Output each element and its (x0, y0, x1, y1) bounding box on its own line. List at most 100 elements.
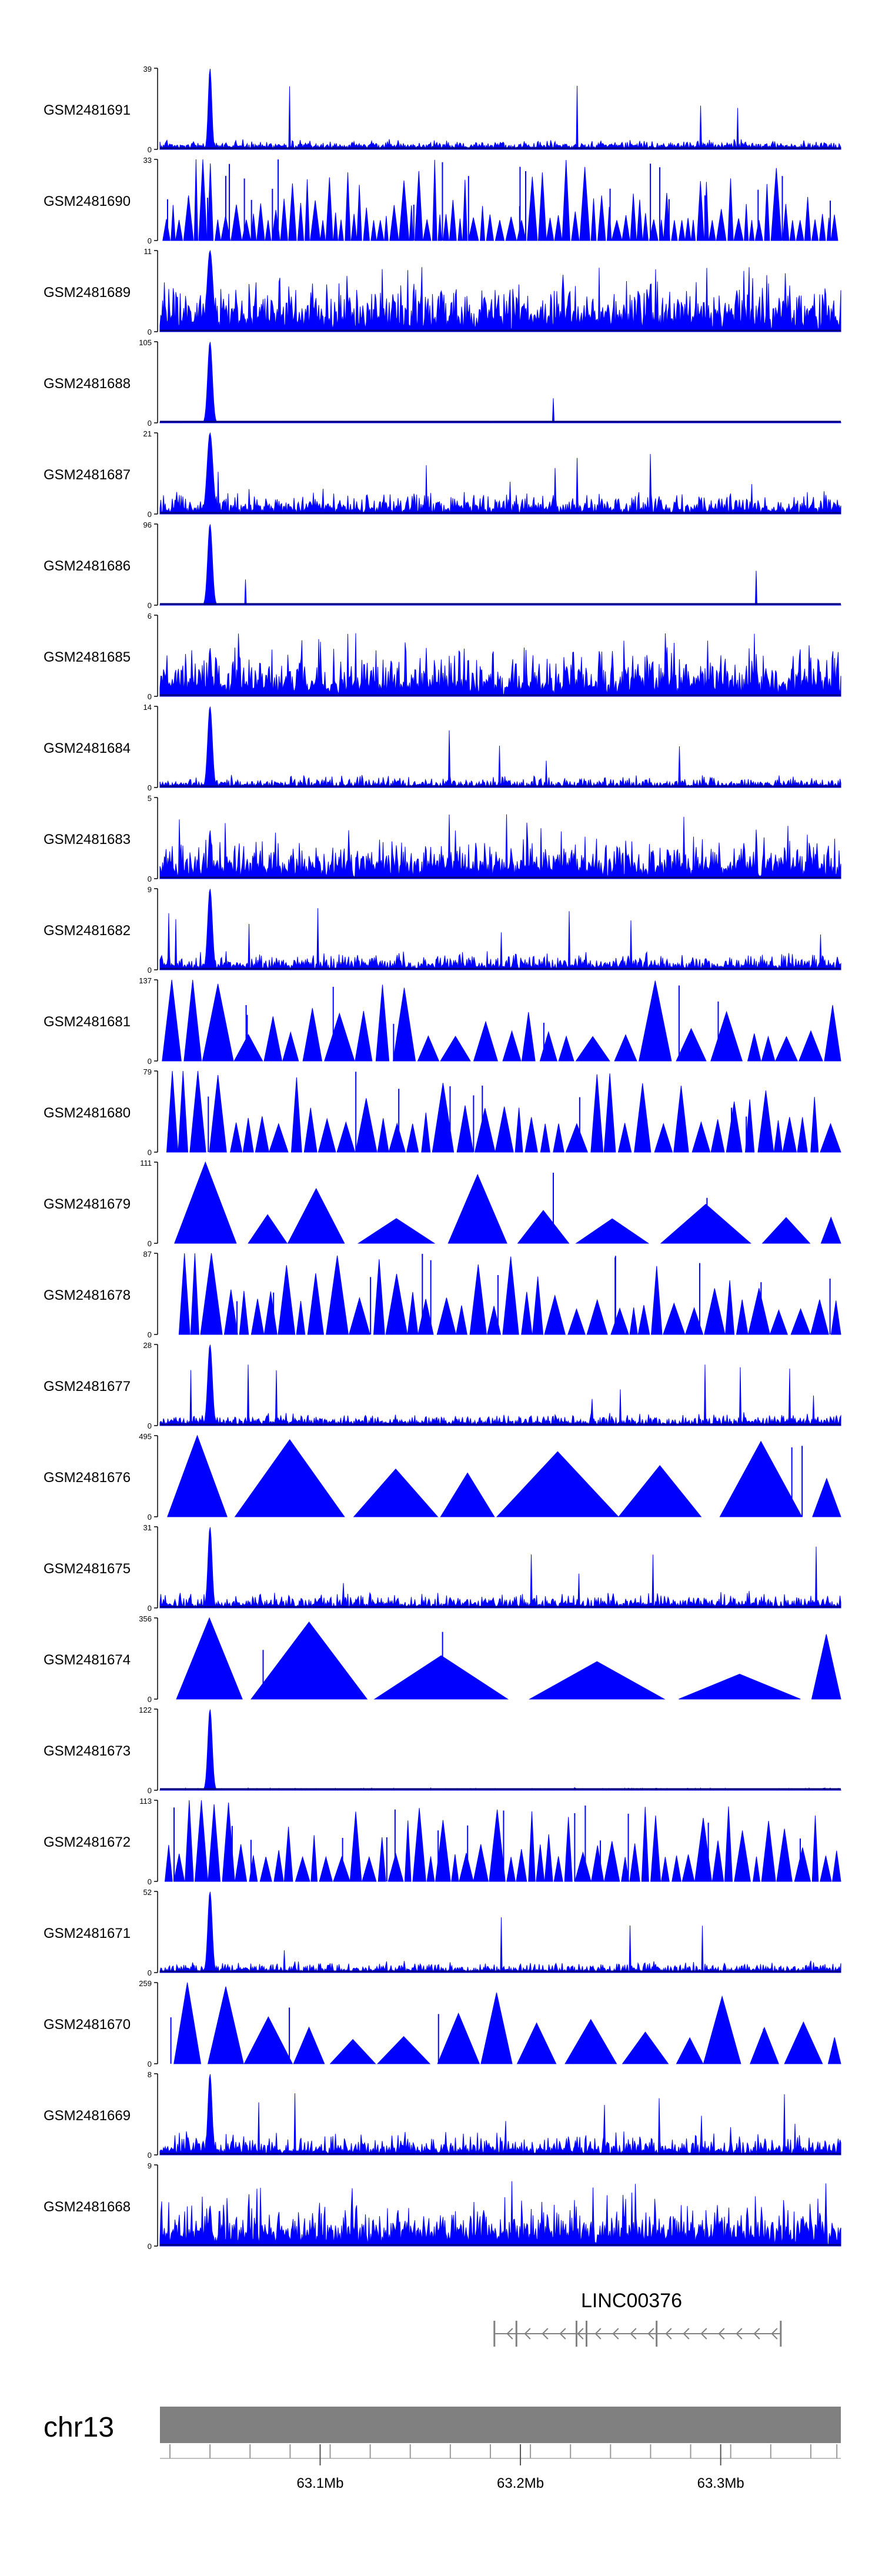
track-GSM2481684: GSM2481684 14 0 (44, 703, 841, 792)
y-axis-min-label: 0 (148, 328, 152, 336)
track-label: GSM2481687 (44, 467, 131, 483)
track-GSM2481676: GSM2481676 495 0 (44, 1432, 841, 1521)
track-GSM2481675: GSM2481675 31 0 (44, 1523, 841, 1613)
track-label: GSM2481677 (44, 1379, 131, 1394)
gene-strand-arrow (559, 2328, 566, 2340)
y-axis-max-label: 111 (140, 1159, 152, 1167)
y-axis-max-label: 28 (143, 1341, 152, 1350)
y-axis-min-label: 0 (148, 1513, 152, 1521)
y-axis-min-label: 0 (148, 1330, 152, 1339)
track-GSM2481689: GSM2481689 11 0 (44, 247, 841, 336)
gene-strand-arrow (736, 2328, 743, 2340)
y-axis-max-label: 9 (148, 2161, 152, 2170)
gene-strand-arrow (647, 2328, 654, 2340)
track-label: GSM2481671 (44, 1926, 131, 1941)
y-axis-min-label: 0 (148, 1239, 152, 1248)
y-axis-min-label: 0 (148, 875, 152, 883)
y-axis-min-label: 0 (148, 1877, 152, 1886)
y-axis-min-label: 0 (148, 1968, 152, 1977)
track-label: GSM2481673 (44, 1743, 131, 1759)
gene-strand-arrow (683, 2328, 690, 2340)
signal-area (159, 342, 841, 423)
track-GSM2481668: GSM2481668 9 0 (44, 2161, 841, 2251)
y-axis-max-label: 8 (148, 2070, 152, 2079)
y-axis-min-label: 0 (148, 2242, 152, 2251)
chromosome-label: chr13 (44, 2412, 114, 2443)
chromosome-ideogram: chr13 63.1Mb 63.2Mb 63.3Mb (44, 2407, 841, 2491)
signal-area (159, 706, 841, 789)
y-axis-max-label: 11 (144, 247, 152, 256)
y-axis-min-label: 0 (148, 1148, 152, 1157)
y-axis-min-label: 0 (148, 145, 152, 154)
track-label: GSM2481680 (44, 1105, 131, 1121)
track-GSM2481670: GSM2481670 259 0 (44, 1979, 841, 2068)
y-axis-max-label: 87 (143, 1250, 152, 1259)
y-axis-max-label: 31 (143, 1523, 152, 1532)
track-label: GSM2481679 (44, 1196, 131, 1212)
axis-tick-label: 63.3Mb (697, 2475, 744, 2491)
genomic-axis: 63.1Mb 63.2Mb 63.3Mb (160, 2444, 841, 2491)
y-axis-min-label: 0 (148, 2060, 152, 2068)
signal-area (159, 814, 841, 880)
y-axis-max-label: 79 (143, 1067, 152, 1076)
track-label: GSM2481669 (44, 2108, 131, 2124)
gene-label: LINC00376 (581, 2290, 682, 2312)
track-label: GSM2481672 (44, 1834, 131, 1850)
y-axis-max-label: 495 (139, 1432, 152, 1441)
track-label: GSM2481674 (44, 1652, 131, 1668)
gene-strand-arrow (718, 2328, 725, 2340)
signal-area (167, 1434, 841, 1517)
track-GSM2481671: GSM2481671 52 0 (44, 1888, 841, 1977)
track-GSM2481678: GSM2481678 87 0 (44, 1250, 841, 1339)
y-axis-min-label: 0 (148, 601, 152, 610)
signal-area (159, 1527, 841, 1609)
signal-area (176, 1617, 841, 1700)
gene-strand-arrow (542, 2328, 549, 2340)
gene-model-LINC00376 (493, 2321, 782, 2347)
signal-area (159, 432, 841, 515)
track-label: GSM2481670 (44, 2017, 131, 2033)
gene-strand-arrow (771, 2328, 778, 2340)
y-axis-max-label: 33 (143, 156, 152, 165)
signal-area (159, 2074, 841, 2155)
y-axis-max-label: 5 (148, 794, 152, 803)
track-GSM2481673: GSM2481673 122 0 (44, 1706, 841, 1795)
axis-tick-label: 63.2Mb (497, 2475, 544, 2491)
y-axis-min-label: 0 (148, 236, 152, 245)
track-label: GSM2481678 (44, 1287, 131, 1303)
y-axis-max-label: 122 (139, 1706, 152, 1714)
track-label: GSM2481684 (44, 740, 131, 756)
signal-area (159, 2181, 841, 2247)
track-label: GSM2481689 (44, 285, 131, 301)
signal-area (159, 633, 841, 697)
signal-area (178, 1253, 841, 1335)
signal-area (159, 889, 841, 971)
signal-tracks: GSM2481691390GSM2481690330GSM2481689110G… (44, 65, 841, 2251)
y-axis-min-label: 0 (148, 510, 152, 519)
y-axis-min-label: 0 (148, 1786, 152, 1795)
signal-area (159, 1344, 841, 1427)
track-GSM2481672: GSM2481672 113 0 (44, 1797, 841, 1886)
y-axis-max-label: 356 (139, 1614, 152, 1623)
track-label: GSM2481676 (44, 1470, 131, 1486)
y-axis-max-label: 259 (139, 1979, 152, 1988)
track-label: GSM2481686 (44, 558, 131, 574)
y-axis-max-label: 21 (143, 429, 152, 438)
y-axis-min-label: 0 (148, 2151, 152, 2160)
track-label: GSM2481681 (44, 1014, 131, 1030)
y-axis-max-label: 6 (148, 612, 152, 620)
signal-area (173, 1982, 841, 2064)
y-axis-min-label: 0 (148, 1422, 152, 1430)
gene-strand-arrow (506, 2328, 513, 2340)
signal-area (159, 68, 841, 151)
signal-area (159, 249, 841, 332)
track-GSM2481683: GSM2481683 5 0 (44, 794, 841, 883)
y-axis-max-label: 9 (148, 885, 152, 894)
y-axis-min-label: 0 (148, 783, 152, 792)
track-label: GSM2481688 (44, 376, 131, 392)
y-axis-min-label: 0 (148, 1057, 152, 1066)
track-label: GSM2481690 (44, 193, 131, 209)
track-label: GSM2481685 (44, 649, 131, 665)
y-axis-min-label: 0 (148, 1604, 152, 1613)
